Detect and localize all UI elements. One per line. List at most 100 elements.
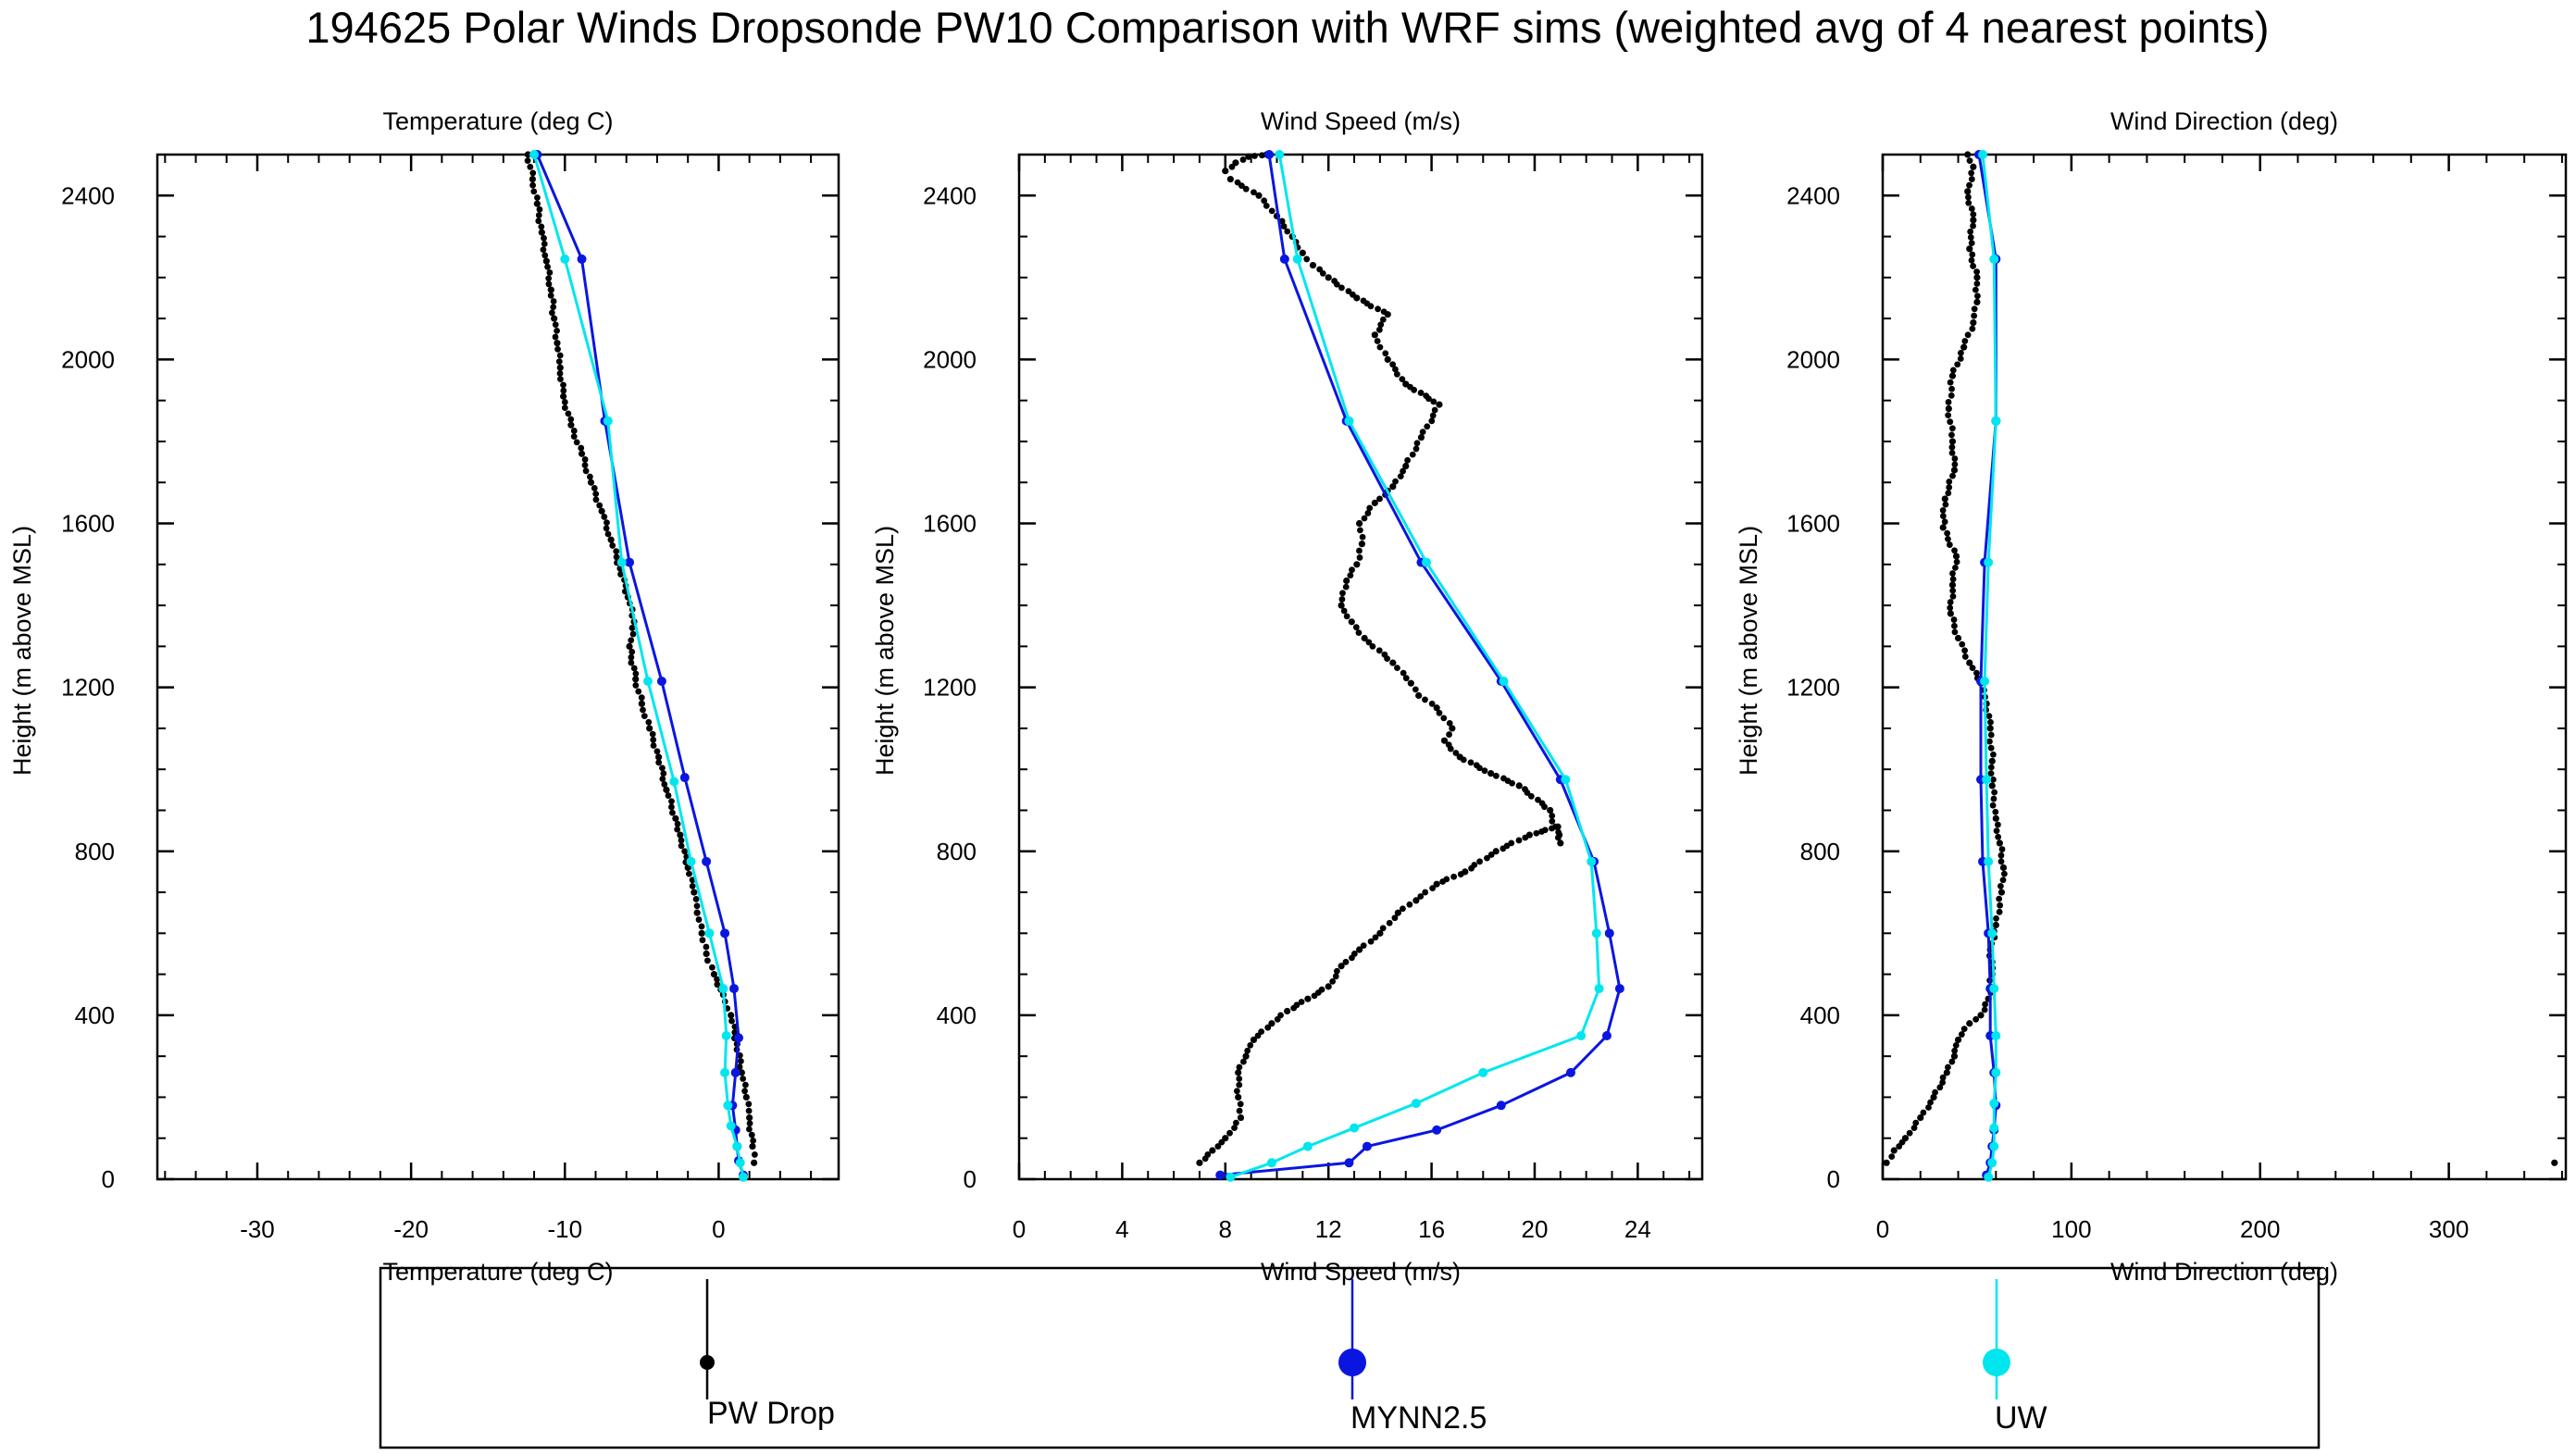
speed-pw-drop-point xyxy=(1329,977,1337,985)
dir-uw-marker xyxy=(1984,1172,1994,1182)
temp-y-tick-label: 2000 xyxy=(61,345,115,373)
temp-pw-drop-point xyxy=(555,358,563,366)
speed-pw-drop-point xyxy=(1231,1125,1238,1132)
speed-pw-drop-point xyxy=(1394,909,1401,916)
speed-pw-drop-point xyxy=(1429,412,1437,419)
temp-pw-drop-point xyxy=(655,759,663,766)
speed-uw-marker xyxy=(1344,416,1354,426)
speed-pw-drop-point xyxy=(1412,445,1420,453)
dir-pw-drop-point xyxy=(1948,425,1956,432)
dir-pw-drop-point xyxy=(1947,379,1954,386)
dir-uw-marker xyxy=(1984,856,1994,866)
speed-pw-drop-point xyxy=(1554,834,1562,841)
legend: PW Drop MYNN2.5 UW xyxy=(379,1266,2321,1449)
dir-pw-drop-point xyxy=(1954,361,1961,368)
dir-pw-drop-point xyxy=(1965,199,1972,206)
speed-uw-marker xyxy=(1275,150,1285,159)
temp-pw-drop-point xyxy=(746,1113,753,1122)
speed-pw-drop-point xyxy=(1376,495,1383,503)
speed-uw-marker xyxy=(1266,1158,1276,1168)
temp-pw-drop-point xyxy=(703,943,710,951)
speed-uw-marker xyxy=(1350,1123,1360,1133)
dir-pw-drop-point xyxy=(1943,1069,1950,1076)
speed-x-tick-label: 0 xyxy=(1013,1215,1026,1243)
temp-pw-drop-point xyxy=(556,352,564,359)
temp-pw-drop-point xyxy=(561,399,568,405)
speed-uw-marker xyxy=(1422,557,1432,567)
dir-pw-drop-point xyxy=(1939,1079,1947,1086)
temp-pw-drop-point xyxy=(560,392,567,400)
dir-pw-drop-point xyxy=(1992,808,1999,815)
dir-pw-drop-point xyxy=(1925,1104,1932,1111)
speed-pw-drop-point xyxy=(1409,451,1416,458)
dir-pw-drop-point xyxy=(1987,718,1994,726)
temp-pw-drop-point xyxy=(538,229,545,236)
legend-marker-pw-drop xyxy=(700,1355,715,1370)
legend-box xyxy=(379,1266,2321,1449)
dir-pw-drop-point xyxy=(1997,889,2006,896)
speed-y-tick-label: 1600 xyxy=(923,510,977,538)
temp-pw-drop-point xyxy=(570,428,578,434)
temp-plot-frame xyxy=(156,153,840,1181)
temp-pw-drop-point xyxy=(567,416,575,423)
dir-pw-drop-point xyxy=(1951,1047,1959,1054)
dir-pw-drop-point xyxy=(1970,263,1976,269)
speed-pw-drop-point xyxy=(1303,255,1311,263)
temp-pw-drop-point xyxy=(646,725,653,732)
speed-pw-drop-point xyxy=(1429,885,1437,892)
temp-pw-drop-point xyxy=(538,223,545,230)
speed-uw-marker xyxy=(1587,856,1597,866)
speed-pw-drop-point xyxy=(1515,782,1523,790)
speed-pw-drop-point xyxy=(1492,772,1500,779)
speed-pw-drop-point xyxy=(1325,274,1332,281)
temp-x-tick-label: 0 xyxy=(712,1215,725,1243)
temp-pw-drop-point xyxy=(674,820,681,827)
dir-pw-drop-point xyxy=(1990,776,1997,783)
dir-pw-drop-point xyxy=(1953,558,1960,566)
speed-pw-drop-point xyxy=(1471,862,1478,868)
speed-pw-drop-point xyxy=(1374,338,1381,344)
dir-pw-drop-point xyxy=(1969,325,1976,332)
dir-pw-drop-point xyxy=(1987,744,1995,752)
temp-pw-drop-point xyxy=(698,929,705,937)
speed-pw-drop-point xyxy=(1415,691,1423,700)
temp-pw-drop-point xyxy=(541,234,547,242)
speed-pw-drop-point xyxy=(1365,639,1373,646)
dir-pw-drop-point xyxy=(1970,211,1977,218)
speed-pw-drop-point xyxy=(1440,715,1448,722)
temp-pw-drop-point xyxy=(628,648,636,655)
temp-uw-marker xyxy=(735,1158,745,1168)
temp-pw-drop-point xyxy=(603,525,610,532)
dir-pw-drop-point xyxy=(1987,764,1995,771)
dir-x-tick-label: 100 xyxy=(2051,1215,2091,1243)
wind-direction-y-axis-label: Height (m above MSL) xyxy=(1735,526,1762,776)
dir-pw-drop-point xyxy=(1999,864,2008,872)
figure-title: 194625 Polar Winds Dropsonde PW10 Compar… xyxy=(305,3,2269,52)
temp-pw-drop-point xyxy=(710,971,718,978)
speed-pw-drop-point xyxy=(1400,467,1407,475)
temp-pw-drop-point xyxy=(674,826,681,833)
wind-direction-panel: Wind Direction (deg) Wind Direction (deg… xyxy=(1735,107,2568,1286)
dir-pw-drop-point xyxy=(1951,455,1959,462)
dir-pw-drop-point xyxy=(2000,870,2008,877)
dir-y-tick-label: 1200 xyxy=(1786,674,1840,702)
legend-item-pw-drop: PW Drop xyxy=(700,1279,835,1431)
speed-pw-drop-point xyxy=(1356,946,1363,953)
speed-pw-drop-point xyxy=(1236,1107,1243,1114)
speed-pw-drop-point xyxy=(1379,316,1387,323)
temp-pw-drop-point xyxy=(678,837,685,844)
temp-pw-drop-point xyxy=(560,381,566,389)
speed-pw-drop-point xyxy=(1235,1093,1242,1101)
temp-pw-drop-point xyxy=(534,194,541,201)
speed-uw-marker xyxy=(1561,775,1571,785)
temp-pw-drop-point xyxy=(740,1076,747,1082)
dir-pw-drop-point xyxy=(1948,438,1957,445)
dir-pw-drop-point xyxy=(1999,877,2007,884)
dir-pw-drop-point xyxy=(1951,547,1958,554)
speed-pw-drop-point xyxy=(1332,973,1339,980)
dir-pw-drop-point xyxy=(1901,1135,1910,1142)
temp-pw-drop-point xyxy=(659,776,666,782)
temp-pw-drop-point xyxy=(628,625,636,631)
speed-pw-drop-point xyxy=(1284,1007,1291,1015)
dir-uw-marker xyxy=(1989,1141,1999,1151)
